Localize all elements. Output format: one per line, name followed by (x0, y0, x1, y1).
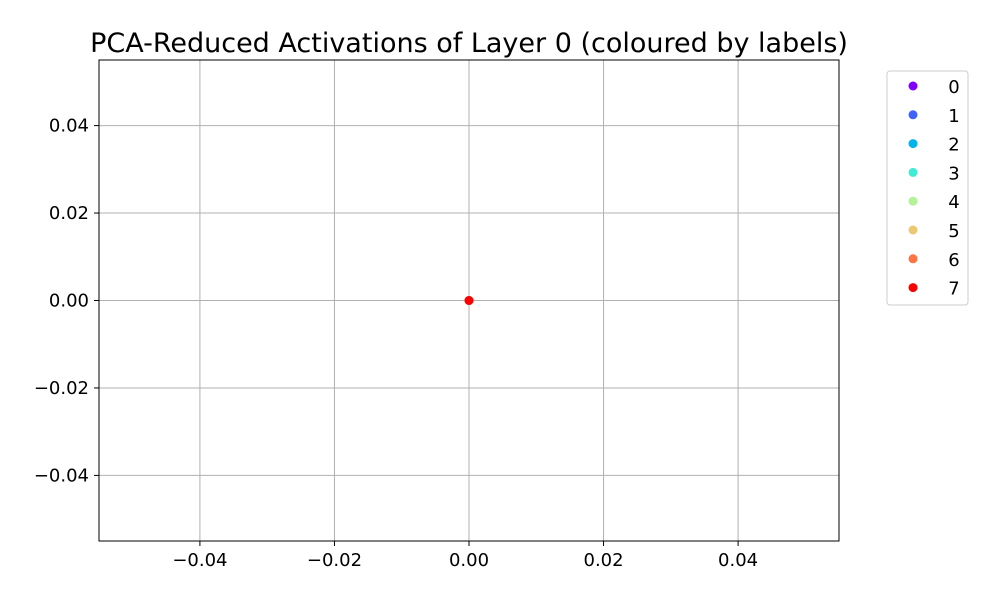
y-tick-label: −0.04 (34, 465, 89, 486)
legend-marker-2 (908, 139, 918, 149)
y-tick-label: −0.02 (34, 378, 89, 399)
x-tick-label: 0.00 (449, 550, 489, 571)
x-tick-label: 0.04 (718, 550, 758, 571)
legend-marker-1 (908, 110, 918, 120)
legend-box (886, 70, 969, 306)
data-points (464, 296, 474, 305)
x-axis: −0.04 −0.02 0.00 0.02 0.04 (172, 541, 758, 571)
legend-marker-7 (908, 283, 918, 293)
data-point-label-7 (464, 296, 474, 305)
grid-lines (99, 60, 839, 541)
legend-label-2: 2 (948, 135, 959, 156)
legend: 0 1 2 3 4 5 6 7 (886, 70, 969, 306)
legend-marker-5 (908, 225, 918, 235)
legend-label-4: 4 (948, 192, 959, 213)
y-tick-label: 0.00 (49, 291, 89, 312)
legend-label-0: 0 (948, 77, 959, 98)
x-tick-label: −0.02 (307, 550, 362, 571)
legend-label-3: 3 (948, 163, 959, 184)
x-tick-label: 0.02 (584, 550, 624, 571)
legend-marker-0 (908, 81, 918, 91)
y-tick-label: 0.04 (49, 116, 89, 137)
legend-marker-3 (908, 167, 918, 177)
y-tick-label: 0.02 (49, 203, 89, 224)
legend-label-7: 7 (948, 279, 959, 300)
y-axis: 0.04 0.02 0.00 −0.02 −0.04 (34, 116, 99, 486)
legend-marker-4 (908, 196, 918, 206)
legend-label-1: 1 (948, 106, 959, 127)
legend-label-5: 5 (948, 221, 959, 242)
x-tick-label: −0.04 (172, 550, 227, 571)
legend-label-6: 6 (948, 250, 959, 271)
chart-title: PCA-Reduced Activations of Layer 0 (colo… (90, 28, 848, 59)
legend-marker-6 (908, 254, 918, 264)
